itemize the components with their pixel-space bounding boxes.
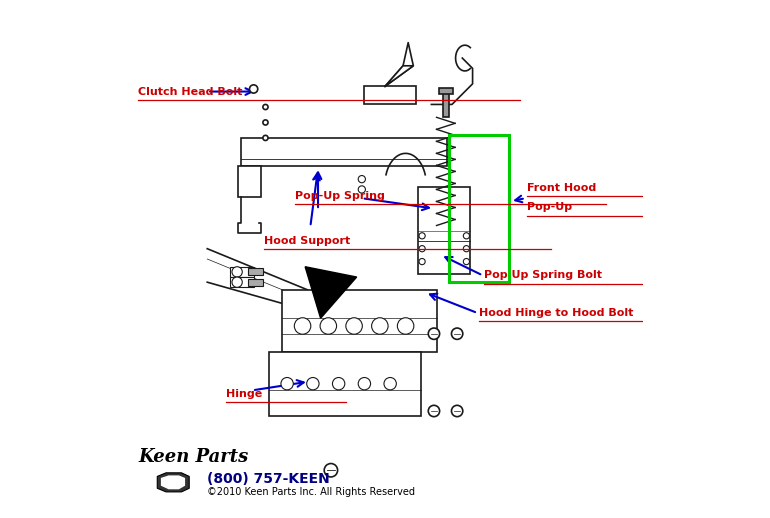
Bar [439, 88, 453, 94]
Bar [450, 135, 509, 282]
Circle shape [384, 378, 397, 390]
Circle shape [397, 318, 413, 334]
Text: Clutch Head Bolt: Clutch Head Bolt [138, 87, 242, 96]
Text: Hinge: Hinge [226, 389, 263, 399]
Bar [238, 166, 261, 197]
Polygon shape [157, 473, 189, 492]
Circle shape [281, 378, 293, 390]
Bar [230, 277, 253, 287]
Bar [230, 267, 253, 277]
Text: ©2010 Keen Parts Inc. All Rights Reserved: ©2010 Keen Parts Inc. All Rights Reserve… [207, 487, 415, 497]
Circle shape [358, 176, 366, 183]
Circle shape [263, 135, 268, 140]
Text: Front Hood: Front Hood [527, 183, 596, 193]
Bar [418, 187, 470, 275]
Polygon shape [385, 66, 413, 87]
Circle shape [419, 246, 425, 252]
Circle shape [333, 378, 345, 390]
Text: Hood Hinge to Hood Bolt: Hood Hinge to Hood Bolt [479, 308, 633, 318]
Circle shape [320, 318, 336, 334]
Bar [269, 352, 421, 416]
Circle shape [464, 233, 470, 239]
Bar [282, 290, 437, 352]
Circle shape [464, 246, 470, 252]
Circle shape [324, 464, 337, 477]
Circle shape [451, 328, 463, 339]
Circle shape [428, 328, 440, 339]
Text: Hood Support: Hood Support [264, 236, 350, 246]
Circle shape [294, 318, 311, 334]
Circle shape [358, 186, 366, 193]
Circle shape [263, 105, 268, 110]
Text: (800) 757-KEEN: (800) 757-KEEN [207, 472, 330, 486]
Circle shape [249, 85, 258, 93]
Circle shape [358, 378, 370, 390]
Circle shape [306, 378, 319, 390]
Bar [249, 268, 263, 276]
Circle shape [428, 405, 440, 416]
Bar [364, 87, 416, 105]
Circle shape [451, 405, 463, 416]
Circle shape [419, 233, 425, 239]
Text: Pop Up Spring Bolt: Pop Up Spring Bolt [484, 270, 602, 280]
Circle shape [263, 120, 268, 125]
Circle shape [232, 267, 243, 277]
Polygon shape [305, 267, 357, 318]
Circle shape [346, 318, 363, 334]
Circle shape [232, 277, 243, 287]
Bar [443, 92, 449, 117]
Text: Pop-Up Spring: Pop-Up Spring [295, 191, 385, 200]
Polygon shape [161, 476, 185, 490]
Circle shape [372, 318, 388, 334]
Circle shape [419, 258, 425, 265]
Bar [241, 138, 447, 166]
Text: Keen Parts: Keen Parts [139, 449, 249, 466]
Text: Pop-Up: Pop-Up [527, 203, 572, 212]
Circle shape [464, 258, 470, 265]
Bar [249, 279, 263, 286]
